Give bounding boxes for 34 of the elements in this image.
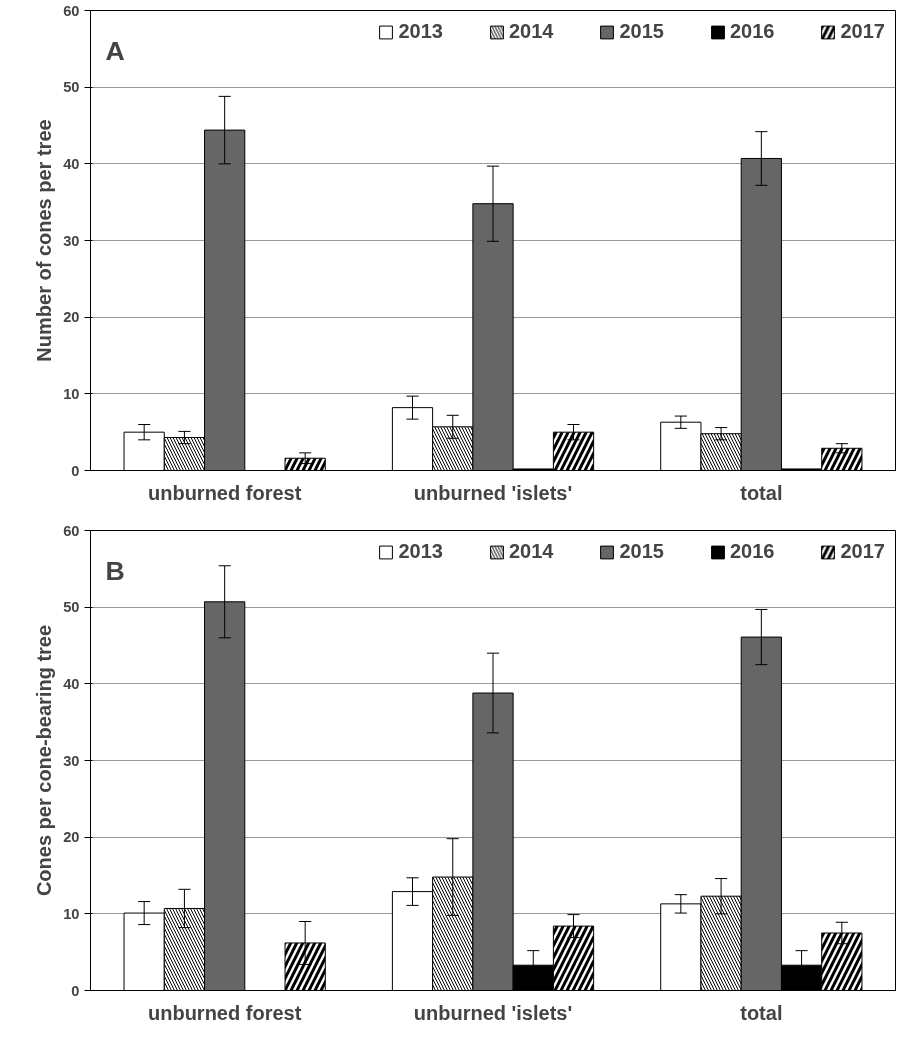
y-tick-label: 40 [63, 675, 80, 692]
x-tick-label: total [740, 481, 783, 504]
legend-label: 2014 [509, 20, 554, 43]
legend-label: 2013 [398, 20, 443, 43]
legend-label: 2017 [840, 20, 885, 43]
y-tick-label: 30 [63, 232, 80, 249]
x-tick-label: unburned forest [148, 481, 302, 504]
y-tick-label: 40 [63, 155, 80, 172]
y-tick-label: 30 [63, 752, 80, 769]
y-tick-label: 50 [63, 79, 80, 96]
legend-label: 2017 [840, 540, 885, 563]
legend-label: 2013 [398, 540, 443, 563]
y-tick-label: 60 [63, 2, 80, 19]
text: A [105, 35, 125, 66]
y-tick-label: 60 [63, 522, 80, 539]
legend-label: 2015 [619, 20, 664, 43]
y-axis-title: Cones per cone-bearing tree [33, 624, 56, 897]
y-axis-title: Number of cones per tree [33, 119, 56, 362]
x-tick-label: unburned 'islets' [413, 481, 573, 504]
y-tick-label: 0 [71, 462, 80, 479]
y-tick-label: 10 [63, 385, 80, 402]
x-tick-label: unburned 'islets' [413, 1001, 573, 1024]
legend-label: 2015 [619, 540, 664, 563]
y-tick-label: 20 [63, 829, 80, 846]
legend-label: 2016 [730, 540, 775, 563]
x-tick-label: total [740, 1001, 783, 1024]
y-tick-label: 10 [63, 905, 80, 922]
legend-label: 2016 [730, 20, 775, 43]
y-tick-label: 20 [63, 309, 80, 326]
y-tick-label: 50 [63, 599, 80, 616]
y-tick-label: 0 [71, 982, 80, 999]
text: B [105, 555, 125, 586]
x-tick-label: unburned forest [148, 1001, 302, 1024]
legend-label: 2014 [509, 540, 554, 563]
